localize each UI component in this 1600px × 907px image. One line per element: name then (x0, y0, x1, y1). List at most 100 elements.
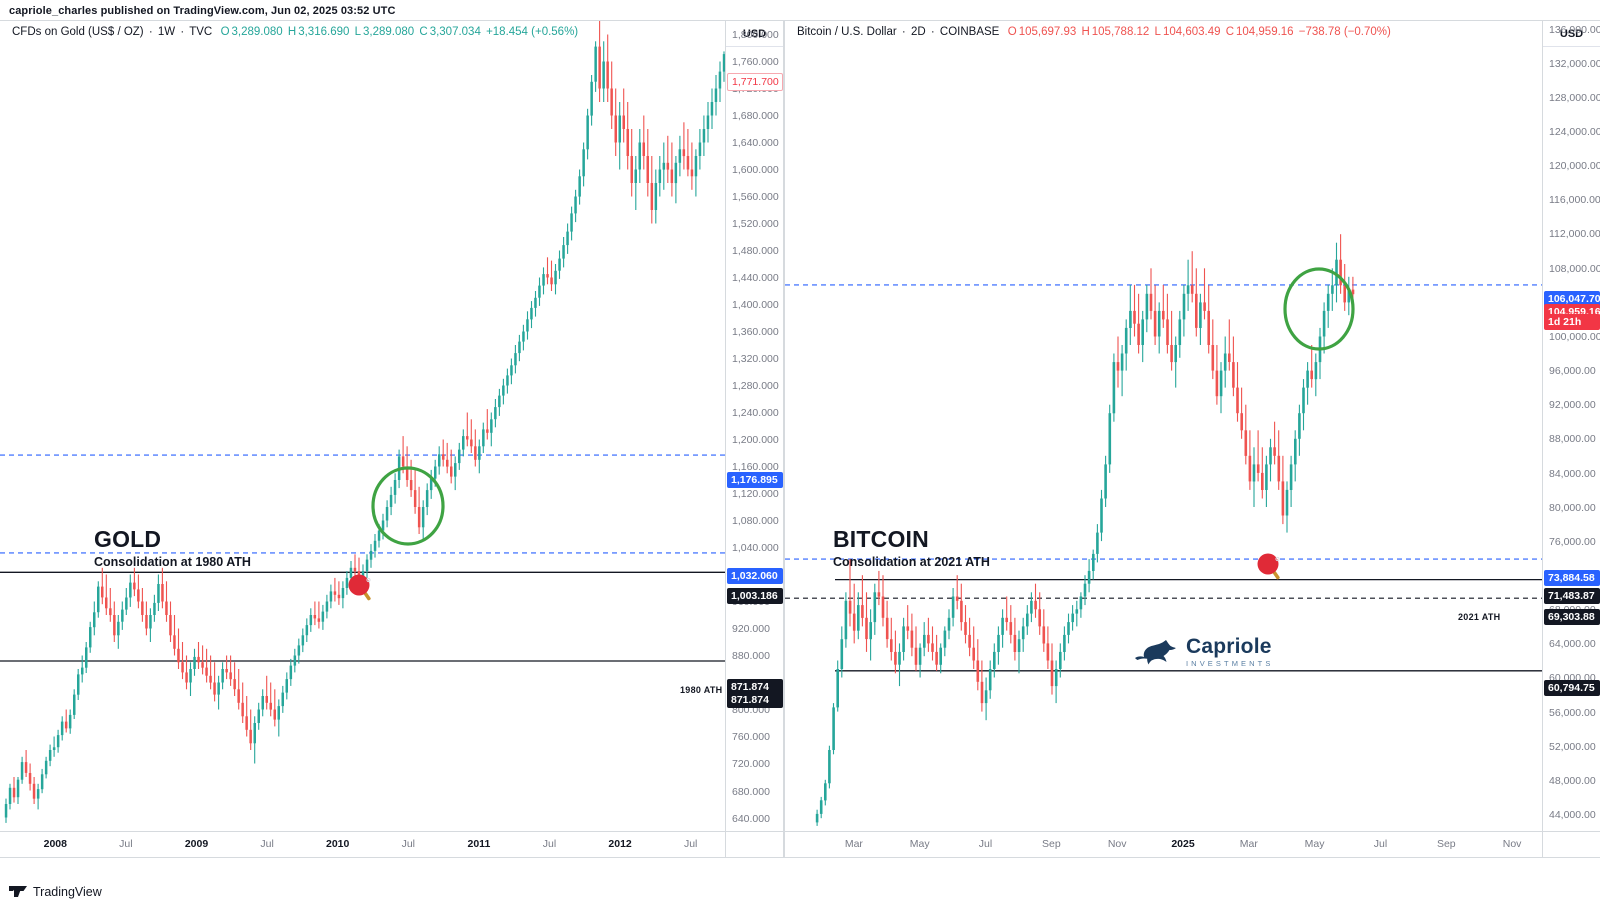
price-tick: 1,400.000 (732, 298, 779, 311)
support-tag[interactable]: 60,794.75 (1544, 680, 1600, 696)
legend-low-label: L (354, 26, 361, 38)
time-tick: 2011 (467, 838, 491, 850)
time-tick: Mar (844, 838, 863, 850)
price-scale-unit-gold: USD (726, 21, 783, 47)
price-tick: 92,000.00 (1549, 399, 1596, 412)
legend-symbol[interactable]: Bitcoin / U.S. Dollar (797, 26, 897, 38)
legend-low-label: L (1154, 26, 1161, 38)
red-paddle-marker-bitcoin (1257, 553, 1280, 580)
time-tick: Jul (401, 838, 416, 850)
chart-pane-gold[interactable]: CFDs on Gold (US$ / OZ) · 1W · TVC O 3,28… (0, 20, 784, 858)
upper-level-tag[interactable]: 1,176.895 (727, 472, 783, 488)
ath-tag-2[interactable]: 871.874 (727, 692, 783, 708)
price-tick: 1,360.000 (732, 325, 779, 338)
price-tick: 84,000.00 (1549, 467, 1596, 480)
price-tick: 52,000.00 (1549, 740, 1596, 753)
time-tick: Mar (1239, 838, 1258, 850)
annotation-subtitle-bitcoin: Consolidation at 2021 ATH (833, 555, 990, 569)
legend-sep-1: · (901, 26, 906, 38)
countdown-tag[interactable]: 1d 21h (1544, 314, 1600, 330)
legend-high-value: 3,316.690 (298, 26, 350, 38)
legend-interval[interactable]: 1W (157, 26, 176, 38)
legend-open-label: O (220, 26, 230, 38)
price-tick: 1,080.000 (732, 515, 779, 528)
price-scale-unit-bitcoin: USD (1543, 21, 1600, 47)
plot-area-bitcoin[interactable] (785, 21, 1542, 831)
price-tick: 100,000.00 (1549, 330, 1600, 343)
price-tick: 1,040.000 (732, 542, 779, 555)
time-tick: Jul (260, 838, 274, 850)
ath-tag[interactable]: 69,303.88 (1544, 609, 1600, 625)
legend-interval[interactable]: 2D (910, 26, 926, 38)
legend-sep-2: · (180, 26, 185, 38)
price-scale-bitcoin[interactable]: USD 136,000.00 132,000.00 128,000.00 124,00… (1542, 21, 1600, 857)
time-tick: Sep (1436, 838, 1456, 850)
price-tick: 1,440.000 (732, 271, 779, 284)
price-tick: 640.000 (732, 812, 770, 825)
last-price-tag[interactable]: 1,771.700 (727, 73, 783, 91)
price-tick: 1,560.000 (732, 190, 779, 203)
price-tick: 1,320.000 (732, 352, 779, 365)
legend-close-value: 104,959.16 (1236, 26, 1294, 38)
price-tick: 1,280.000 (732, 379, 779, 392)
legend-high-value: 105,788.12 (1091, 26, 1150, 38)
price-scale-gold[interactable]: USD 1,800.0001,760.0001,720.0001,680.000… (725, 21, 783, 857)
legend-sep-1: · (148, 26, 153, 38)
price-tick: 128,000.00 (1549, 91, 1600, 104)
price-tick: 680.000 (732, 785, 770, 798)
legend-exchange: COINBASE (939, 26, 1000, 38)
annotation-ath-bitcoin: 2021 ATH (1458, 612, 1501, 622)
time-axis-bitcoin[interactable]: Mar May Jul Sep Nov 2025 Mar May Jul Sep Nov (785, 831, 1600, 857)
price-tick: 1,640.000 (732, 136, 779, 149)
capriole-sub: INVESTMENTS (1186, 659, 1274, 668)
price-tick: 108,000.00 (1549, 262, 1600, 275)
time-axis-gold[interactable]: 2008 Jul 2009 Jul 2010 Jul 2011 Jul 2012 Jul (0, 831, 783, 857)
price-tick: 1,800.000 (732, 28, 779, 41)
legend-change: −738.78 (−0.70%) (1298, 26, 1391, 38)
upper-level-tag[interactable]: 106,047.70 (1544, 291, 1600, 307)
time-tick: Jul (1373, 838, 1388, 850)
legend-gold[interactable]: CFDs on Gold (US$ / OZ) · 1W · TVC O 3,28… (12, 26, 580, 38)
lower-level-tag[interactable]: 1,032.060 (727, 568, 783, 584)
price-tick: 136,000.00 (1549, 23, 1600, 36)
ath-tag-1[interactable]: 871.874 (727, 679, 783, 695)
price-tick: 96,000.00 (1549, 365, 1596, 377)
price-tick: 1,240.000 (732, 407, 779, 419)
price-tick: 116,000.00 (1549, 194, 1600, 207)
annotation-title-gold: GOLD (94, 526, 162, 552)
legend-high-label: H (1081, 26, 1090, 38)
price-tick: 120,000.00 (1549, 160, 1600, 173)
time-tick: Jul (978, 838, 993, 850)
time-tick: 2009 (184, 838, 209, 850)
tradingview-brand: TradingView (33, 885, 102, 899)
price-tick: 1,520.000 (732, 217, 779, 230)
price-tick: 880.000 (732, 650, 770, 663)
price-tick: 48,000.00 (1549, 774, 1596, 787)
price-tick: 1,160.000 (732, 461, 779, 474)
price-tick: 64,000.00 (1549, 638, 1596, 651)
lower-level-tag[interactable]: 73,884.58 (1544, 570, 1600, 586)
annotation-title-bitcoin: BITCOIN (833, 526, 929, 552)
resistance-tag[interactable]: 71,483.87 (1544, 588, 1600, 604)
resistance-tag[interactable]: 1,003.186 (727, 588, 783, 604)
time-tick: May (1304, 838, 1325, 850)
legend-symbol[interactable]: CFDs on Gold (US$ / OZ) (12, 26, 144, 38)
price-tick: 76,000.00 (1549, 535, 1596, 548)
price-tick: 720.000 (732, 758, 770, 771)
red-paddle-marker-gold (348, 574, 371, 601)
legend-open-value: 105,697.93 (1018, 26, 1077, 38)
legend-open-value: 3,289.080 (231, 26, 283, 38)
capriole-name: Capriole (1186, 635, 1272, 658)
price-tick: 132,000.00 (1549, 57, 1600, 70)
price-tick: 112,000.00 (1549, 228, 1600, 241)
price-tick: 44,000.00 (1549, 808, 1596, 821)
time-tick: Jul (542, 838, 557, 850)
legend-open-label: O (1007, 26, 1017, 38)
price-tick: 920.000 (732, 623, 770, 636)
legend-close-label: C (1225, 26, 1235, 38)
plot-area-gold[interactable] (0, 21, 725, 831)
time-tick: Jul (119, 838, 133, 850)
